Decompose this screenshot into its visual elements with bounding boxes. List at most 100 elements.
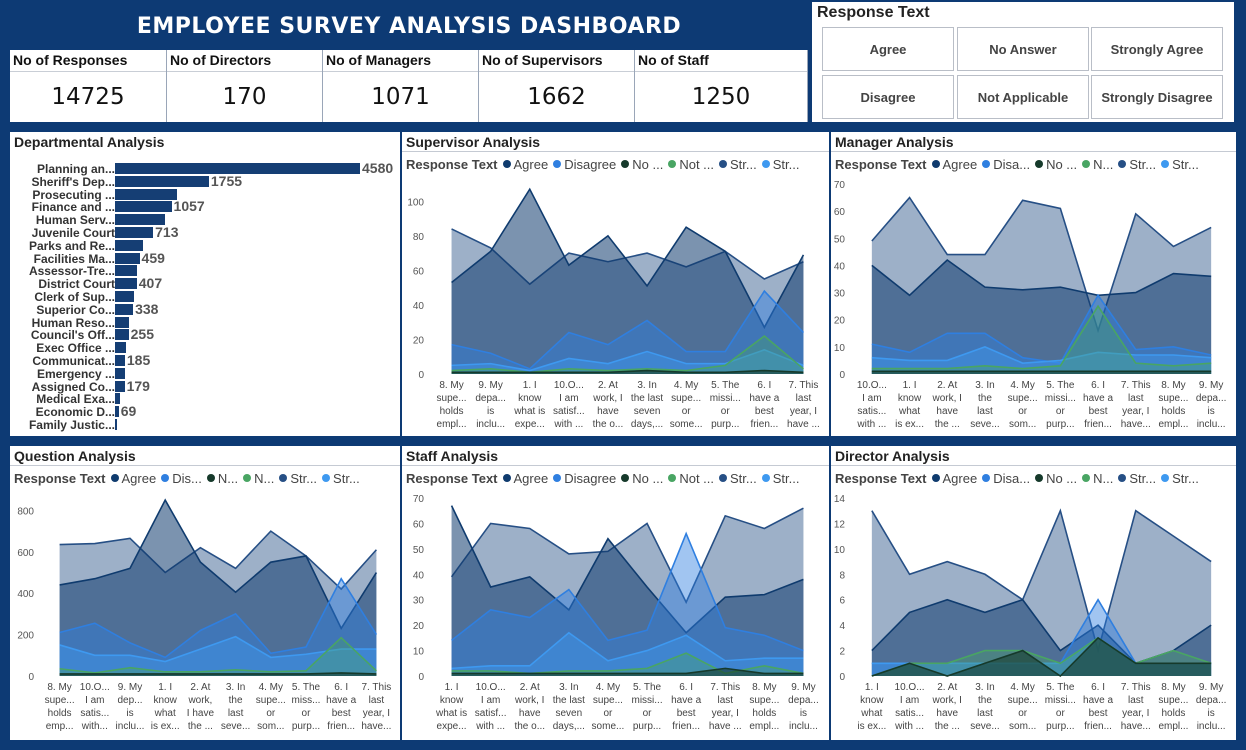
- series-line-not-applicable[interactable]: [871, 636, 1212, 677]
- department-bar[interactable]: [115, 278, 137, 290]
- legend-item[interactable]: Str...: [772, 471, 800, 486]
- filter-no-answer-button[interactable]: No Answer: [957, 27, 1089, 71]
- department-row[interactable]: District Court 407: [10, 275, 400, 291]
- department-row[interactable]: Prosecuting ...: [10, 188, 400, 202]
- filter-disagree-button[interactable]: Disagree: [822, 75, 954, 119]
- department-row[interactable]: Family Justic...: [10, 418, 400, 432]
- department-row[interactable]: Finance and ... 1057: [10, 198, 400, 214]
- series-line-strongly-disagree[interactable]: [451, 348, 804, 372]
- director-area-chart[interactable]: 0 2 4 6 8 10 12 14 1. I know what is ex... 10.O... I …: [831, 492, 1236, 740]
- department-bar[interactable]: [115, 406, 119, 418]
- legend-item[interactable]: Str...: [290, 471, 318, 486]
- series-line-agree[interactable]: [59, 498, 378, 631]
- legend-item[interactable]: Agree: [942, 471, 978, 486]
- department-row[interactable]: Superior Co... 338: [10, 301, 400, 317]
- series-line-strongly-agree[interactable]: [871, 508, 1212, 654]
- series-area-agree[interactable]: [451, 505, 804, 676]
- department-bar[interactable]: [115, 355, 125, 366]
- legend-item[interactable]: Not ...: [679, 471, 715, 486]
- supervisor-area-chart[interactable]: 0 20 40 60 80 100 8. My supe... holds empl... 9. M…: [402, 178, 829, 436]
- legend-item[interactable]: Dis...: [172, 471, 202, 486]
- department-row[interactable]: Clerk of Sup...: [10, 290, 400, 304]
- department-row[interactable]: Economic D... 69: [10, 403, 400, 419]
- series-line-disagree[interactable]: [451, 289, 805, 370]
- legend-item[interactable]: Disa...: [993, 157, 1031, 172]
- legend-item[interactable]: Disa...: [993, 471, 1031, 486]
- department-bar[interactable]: [115, 342, 127, 354]
- filter-strongly-disagree-button[interactable]: Strongly Disagree: [1091, 75, 1223, 119]
- legend-item[interactable]: N...: [217, 471, 239, 486]
- department-bar[interactable]: [115, 214, 165, 226]
- legend-item[interactable]: Str...: [730, 471, 757, 486]
- series-line-strongly-agree[interactable]: [59, 530, 377, 591]
- series-line-disagree[interactable]: [451, 531, 804, 652]
- series-line-not-applicable[interactable]: [451, 334, 804, 374]
- series-line-disagree[interactable]: [59, 577, 378, 659]
- series-line-not-applicable[interactable]: [451, 652, 804, 675]
- legend-item[interactable]: N...: [1093, 157, 1114, 172]
- department-bar[interactable]: [115, 316, 130, 328]
- legend-item[interactable]: Agree: [513, 157, 549, 172]
- series-area-strongly-disagree[interactable]: [59, 636, 377, 676]
- department-row[interactable]: Medical Exa...: [10, 392, 400, 406]
- legend-item[interactable]: Str...: [333, 471, 360, 486]
- department-row[interactable]: Juvenile Court 713: [10, 224, 400, 240]
- department-bar[interactable]: [115, 188, 177, 200]
- series-area-agree[interactable]: [871, 260, 1212, 374]
- staff-area-chart[interactable]: 0 10 20 30 40 50 60 70 1. I know what is expe... 10.…: [402, 492, 829, 740]
- legend-item[interactable]: Str...: [1129, 471, 1157, 486]
- series-line-strongly-agree[interactable]: [871, 196, 1212, 334]
- legend-item[interactable]: N...: [254, 471, 275, 486]
- filter-strongly-agree-button[interactable]: Strongly Agree: [1091, 27, 1223, 71]
- legend-item[interactable]: Agree: [121, 471, 157, 486]
- series-area-disagree[interactable]: [59, 578, 377, 676]
- department-bar[interactable]: [115, 291, 134, 302]
- department-bar[interactable]: [115, 265, 138, 277]
- legend-item[interactable]: No ...: [1046, 471, 1078, 486]
- department-row[interactable]: Assigned Co... 179: [10, 378, 400, 394]
- department-row[interactable]: Human Reso...: [10, 316, 400, 330]
- series-line-agree[interactable]: [450, 505, 804, 634]
- series-line-not-applicable[interactable]: [59, 636, 377, 674]
- department-row[interactable]: Communicat... 185: [10, 352, 400, 368]
- filter-agree-button[interactable]: Agree: [822, 27, 954, 71]
- department-row[interactable]: Human Serv...: [10, 213, 400, 227]
- department-bar[interactable]: [115, 303, 134, 315]
- department-bar[interactable]: [115, 367, 125, 379]
- department-row[interactable]: Facilities Ma... 459: [10, 250, 400, 266]
- legend-item[interactable]: Agree: [942, 157, 978, 172]
- legend-item[interactable]: Str...: [1172, 471, 1199, 486]
- legend-item[interactable]: No ...: [632, 157, 664, 172]
- department-row[interactable]: Exec Office ...: [10, 341, 400, 355]
- series-area-disagree[interactable]: [451, 533, 804, 676]
- department-bar[interactable]: [115, 163, 360, 174]
- series-area-not-applicable[interactable]: [871, 306, 1212, 374]
- legend-item[interactable]: Str...: [772, 157, 800, 172]
- manager-area-chart[interactable]: 0 10 20 30 40 50 60 70 10.O... I am satis... with .…: [831, 178, 1236, 436]
- department-row[interactable]: Planning an... 4580: [10, 160, 400, 176]
- series-line-strongly-agree[interactable]: [450, 507, 804, 605]
- department-bar[interactable]: [115, 239, 143, 251]
- legend-item[interactable]: Agree: [513, 471, 549, 486]
- legend-item[interactable]: No ...: [1046, 157, 1078, 172]
- series-line-no-answer[interactable]: [871, 636, 1212, 678]
- legend-item[interactable]: Disagree: [564, 157, 617, 172]
- series-line-strongly-disagree[interactable]: [451, 631, 804, 670]
- filter-not-applicable-button[interactable]: Not Applicable: [957, 75, 1089, 119]
- legend-item[interactable]: Str...: [1129, 157, 1157, 172]
- department-row[interactable]: Council's Off... 255: [10, 326, 400, 342]
- series-line-disagree[interactable]: [871, 293, 1212, 365]
- legend-item[interactable]: N...: [1093, 471, 1114, 486]
- series-line-strongly-disagree[interactable]: [871, 345, 1212, 364]
- series-line-no-answer[interactable]: [451, 667, 804, 675]
- legend-item[interactable]: Disagree: [564, 471, 617, 486]
- legend-item[interactable]: No ...: [632, 471, 664, 486]
- department-bar[interactable]: [115, 329, 129, 341]
- series-area-agree[interactable]: [451, 189, 804, 374]
- department-row[interactable]: Sheriff's Dep... 1755: [10, 173, 400, 189]
- department-row[interactable]: Assessor-Tre...: [10, 264, 400, 278]
- series-line-not-applicable[interactable]: [871, 304, 1212, 370]
- legend-item[interactable]: Str...: [730, 157, 757, 172]
- series-line-agree[interactable]: [451, 187, 805, 330]
- series-line-agree[interactable]: [871, 258, 1212, 297]
